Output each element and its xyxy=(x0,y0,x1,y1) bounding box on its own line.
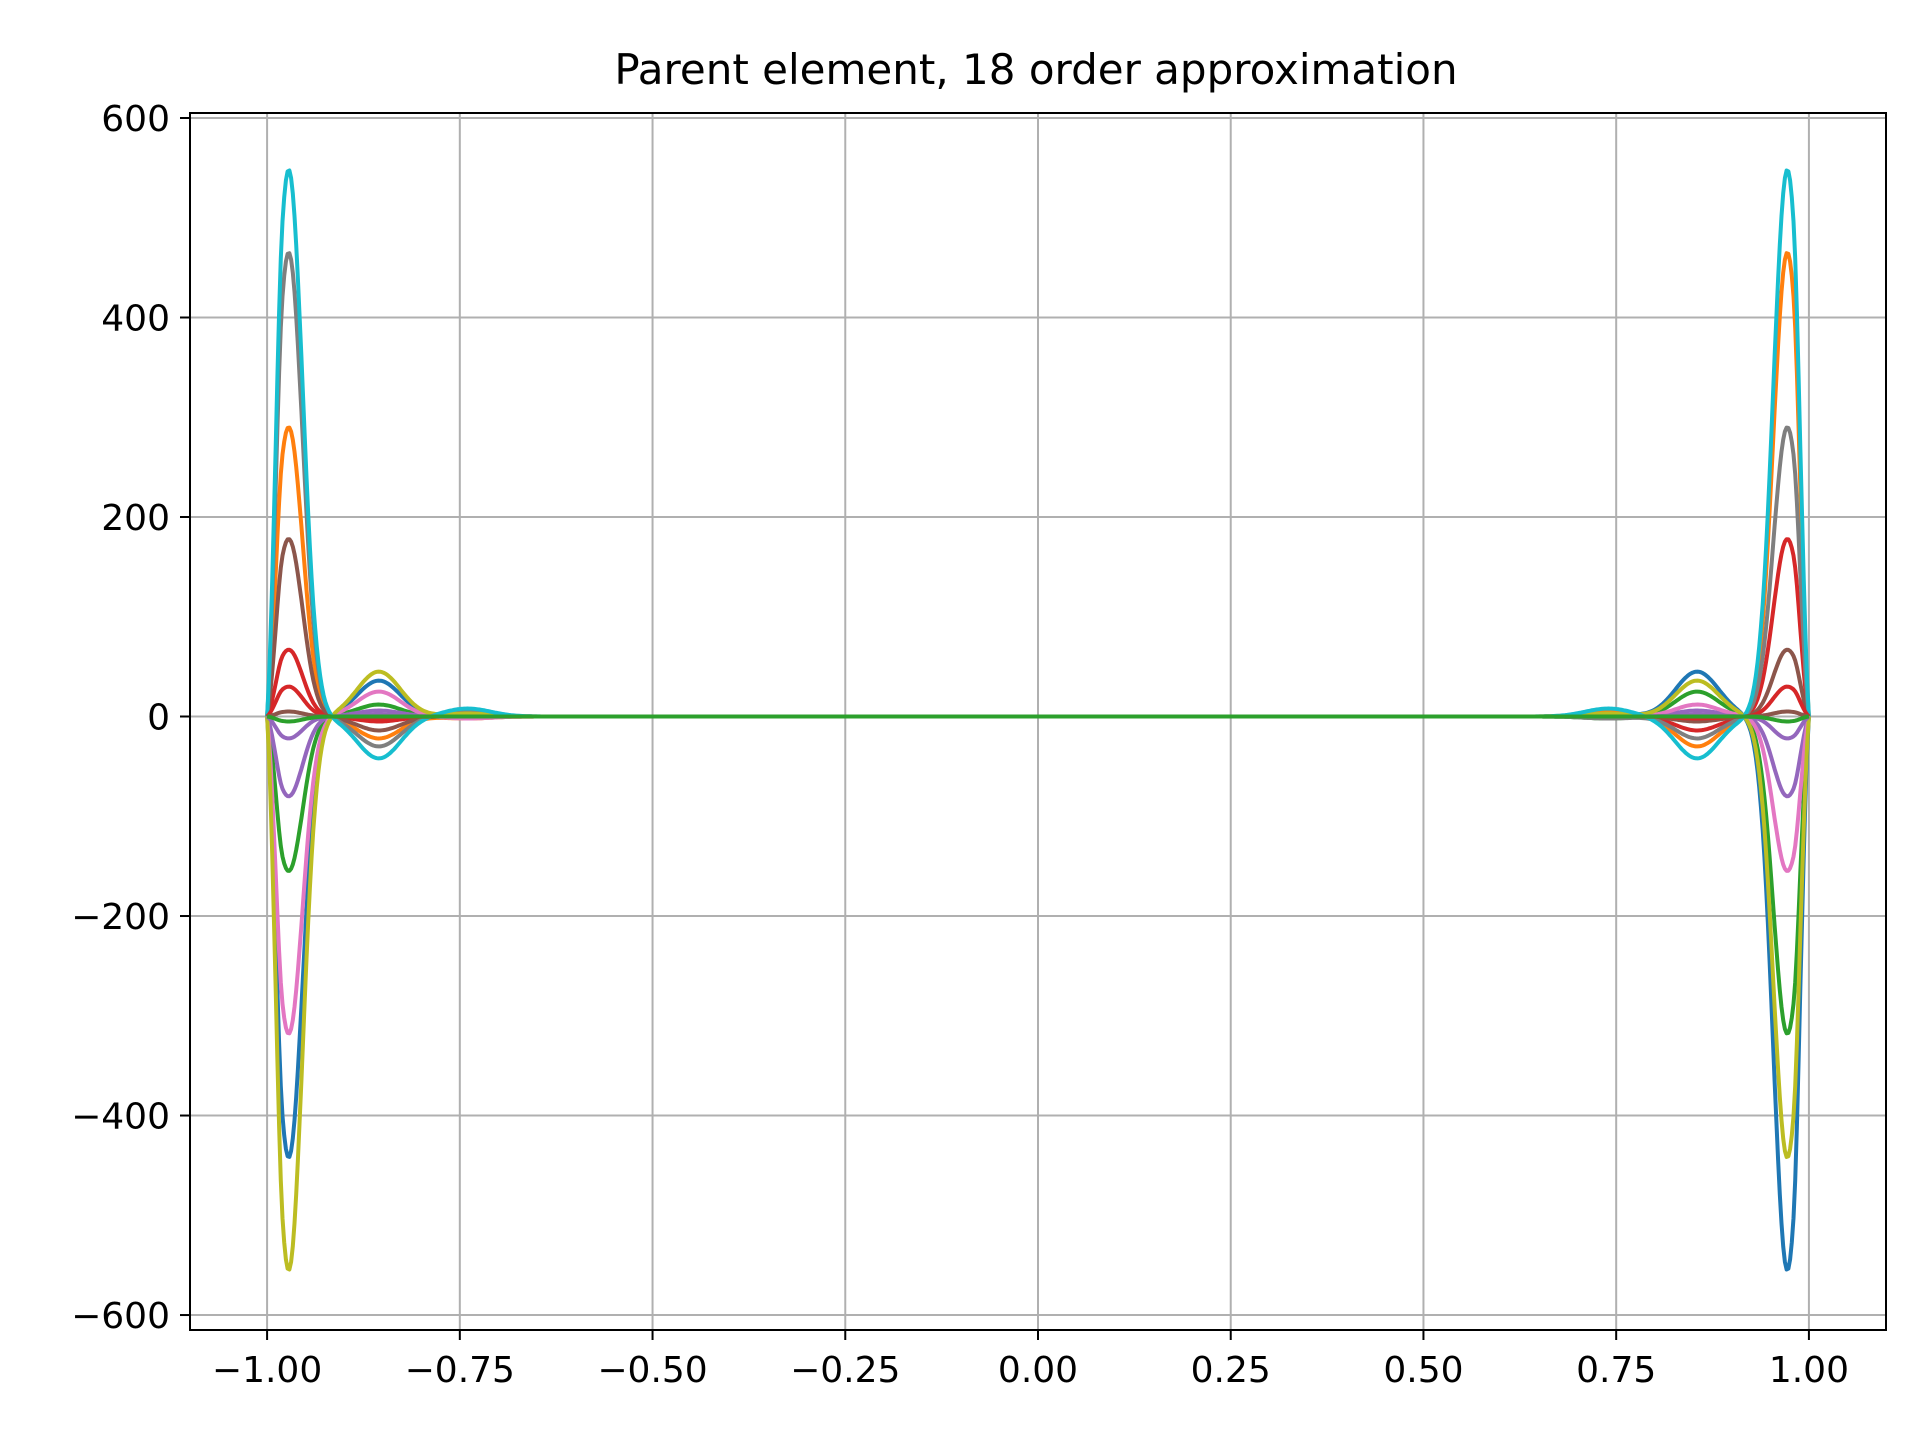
x-tick-label: 1.00 xyxy=(1769,1350,1849,1391)
x-tick-label: 0.25 xyxy=(1191,1350,1271,1391)
x-tick-label: −0.50 xyxy=(597,1350,707,1391)
y-tick-label: −600 xyxy=(71,1296,170,1337)
y-axis: 600 400 200 0 −200 −400 −600 xyxy=(71,99,190,1337)
plot-area xyxy=(189,112,1887,1331)
x-tick-label: 0.00 xyxy=(998,1350,1078,1391)
y-tick-label: 600 xyxy=(101,99,170,140)
y-tick-label: −200 xyxy=(71,897,170,938)
x-tick-label: 0.50 xyxy=(1383,1350,1463,1391)
x-tick-label: −1.00 xyxy=(212,1350,322,1391)
y-tick-label: 400 xyxy=(101,298,170,339)
x-tick-label: −0.25 xyxy=(790,1350,900,1391)
x-tick-label: −0.75 xyxy=(405,1350,515,1391)
y-tick-label: −400 xyxy=(71,1097,170,1138)
y-tick-label: 0 xyxy=(147,698,170,739)
series-line-14 xyxy=(266,714,1810,724)
y-tick-label: 200 xyxy=(101,498,170,539)
series-layer xyxy=(265,168,1811,1272)
x-axis: −1.00 −0.75 −0.50 −0.25 0.00 0.25 0.50 0.75 1.00 xyxy=(212,1330,1849,1391)
x-tick-label: 0.75 xyxy=(1576,1350,1656,1391)
chart-title: Parent element, 18 order approximation xyxy=(614,45,1457,94)
